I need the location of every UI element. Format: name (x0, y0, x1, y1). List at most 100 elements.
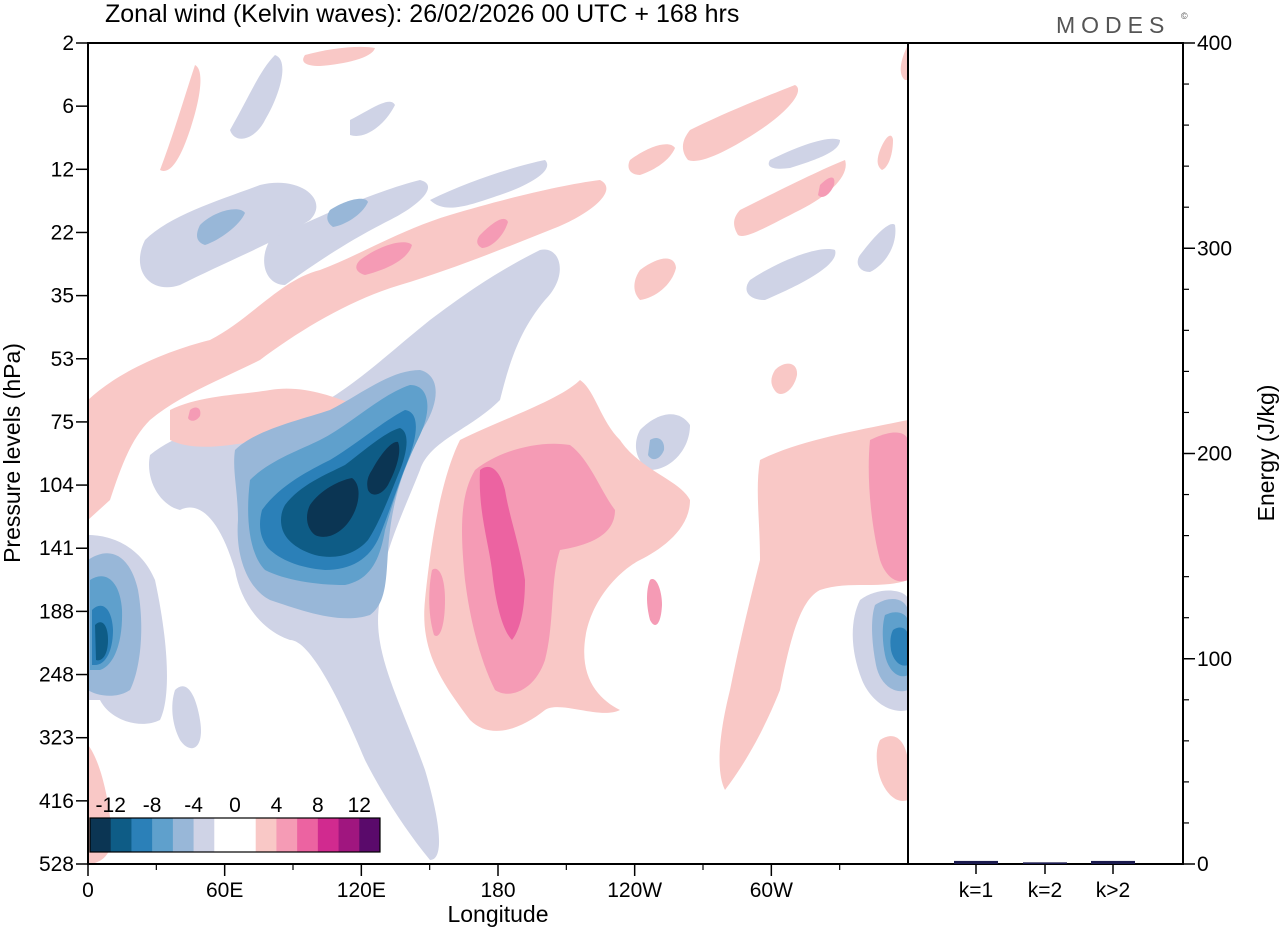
negative-weak-right-2 (857, 224, 896, 272)
colorbar-swatch (359, 818, 381, 852)
negative-extreme-core-1 (307, 478, 359, 537)
negative-stronger-east (890, 627, 908, 666)
positive-weak-top-1 (160, 65, 201, 171)
positive-medium-band-1 (356, 242, 412, 275)
colorbar-swatch (276, 818, 298, 852)
x-axis-label: Longitude (447, 901, 548, 927)
y-tick-label: 188 (39, 600, 74, 623)
wavenumber-label: k>2 (1096, 879, 1130, 902)
energy-tick-label: 300 (1197, 237, 1232, 260)
y-tick-label: 2 (62, 32, 74, 55)
positive-strong-core (479, 466, 525, 640)
energy-tick-label: 200 (1197, 443, 1232, 466)
x-tick-label: 60E (206, 879, 243, 902)
y-axis-label: Pressure levels (hPa) (0, 343, 25, 563)
x-tick-label: 120E (337, 879, 386, 902)
negative-extreme-core-2 (367, 441, 400, 495)
colorbar-label: 8 (312, 794, 324, 817)
wavenumber-label: k=2 (1028, 879, 1062, 902)
colorbar-swatch (338, 818, 360, 852)
positive-weak-diagonal-band (88, 180, 607, 520)
negative-medium-upper-1 (197, 209, 245, 245)
y-tick-label: 12 (51, 158, 74, 181)
colorbar-frame (89, 817, 381, 853)
positive-strong-regions (479, 466, 525, 640)
positive-weak-top-3 (877, 135, 893, 170)
negative-weak-low (172, 686, 201, 749)
energy-tick-label: 0 (1197, 853, 1209, 876)
positive-medium-band-2 (477, 218, 508, 248)
energy-axis-label: Energy (J/kg) (1253, 385, 1279, 522)
positive-weak-right-2 (734, 160, 846, 236)
y-tick-label: 141 (39, 537, 74, 560)
x-tick-label: 0 (82, 879, 94, 902)
x-tick-label: 180 (480, 879, 515, 902)
energy-panel-frame (907, 42, 1184, 865)
energy-tick-label: 400 (1197, 32, 1232, 55)
positive-medium-east (868, 432, 908, 582)
colorbar-swatch (152, 818, 174, 852)
y-tick-label: 248 (39, 664, 74, 687)
y-tick-label: 22 (51, 221, 74, 244)
energy-bars (954, 860, 1135, 864)
colorbar: -12 -8 -4 0 4 8 12 (89, 794, 381, 853)
modes-logo: MODES © (1056, 11, 1188, 38)
wavenumber-label: k=1 (959, 879, 993, 902)
y-tick-label: 323 (39, 727, 74, 750)
colorbar-swatch (90, 818, 112, 852)
colorbar-swatch (214, 818, 236, 852)
y-tick-label: 528 (39, 853, 74, 876)
colorbar-label: 12 (348, 794, 371, 817)
y-tick-label: 75 (51, 411, 74, 434)
negative-medium-upper-2 (327, 198, 368, 227)
energy-axis: 0 100 200 300 400 (1183, 32, 1232, 876)
negative-weak-right-3 (768, 138, 840, 169)
contour-field (88, 43, 908, 864)
colorbar-label: 4 (271, 794, 283, 817)
negative-weak-upper-3 (430, 160, 548, 208)
negative-weak-upper-2 (264, 180, 429, 285)
colorbar-swatch (193, 818, 215, 852)
y-tick-label: 6 (62, 95, 74, 118)
negative-weak-upper-1 (139, 182, 317, 288)
positive-weak-right-1 (682, 85, 799, 161)
colorbar-label: -12 (96, 794, 126, 817)
positive-weak-top-2 (303, 46, 375, 66)
colorbar-swatch (317, 818, 340, 852)
positive-weak-right-3 (628, 144, 675, 175)
colorbar-label: -4 (184, 794, 203, 817)
logo-mark: © (1181, 11, 1188, 21)
energy-bar (954, 860, 998, 864)
negative-weak-top-1 (230, 55, 283, 139)
y-tick-label: 35 (51, 285, 74, 308)
x-tick-label: 120W (607, 879, 662, 902)
y-tick-label: 104 (39, 474, 74, 497)
longitude-axis: 0 60E 120E 180 120W 60W (82, 864, 841, 902)
positive-weak-corner (900, 45, 908, 80)
positive-weak-band-2 (170, 388, 355, 447)
positive-medium-spot-3 (818, 177, 835, 197)
colorbar-label: 0 (229, 794, 241, 817)
x-tick-label: 60W (750, 879, 793, 902)
positive-weak-right-5 (771, 363, 798, 395)
energy-tick-label: 100 (1197, 648, 1232, 671)
colorbar-label: -8 (143, 794, 162, 817)
negative-medium-pocket (648, 438, 665, 460)
negative-weak-right-1 (746, 249, 836, 300)
chart-title: Zonal wind (Kelvin waves): 26/02/2026 00… (105, 0, 739, 28)
colorbar-swatch (297, 818, 319, 852)
colorbar-swatch (235, 818, 257, 852)
positive-medium-right (647, 579, 662, 625)
positive-weak-bottom-east (876, 736, 908, 801)
energy-bar (1091, 860, 1135, 864)
negative-extreme-regions (307, 441, 400, 537)
positive-medium-west (429, 568, 445, 636)
colorbar-swatch (110, 818, 132, 852)
negative-weak-top-2 (350, 101, 395, 136)
y-tick-label: 416 (39, 790, 74, 813)
y-tick-label: 53 (51, 348, 74, 371)
pressure-axis: 2 6 12 22 35 53 75 104 141 188 248 323 416 528 (39, 32, 88, 876)
positive-weak-right-4 (634, 258, 676, 300)
positive-weak-east (719, 420, 908, 790)
